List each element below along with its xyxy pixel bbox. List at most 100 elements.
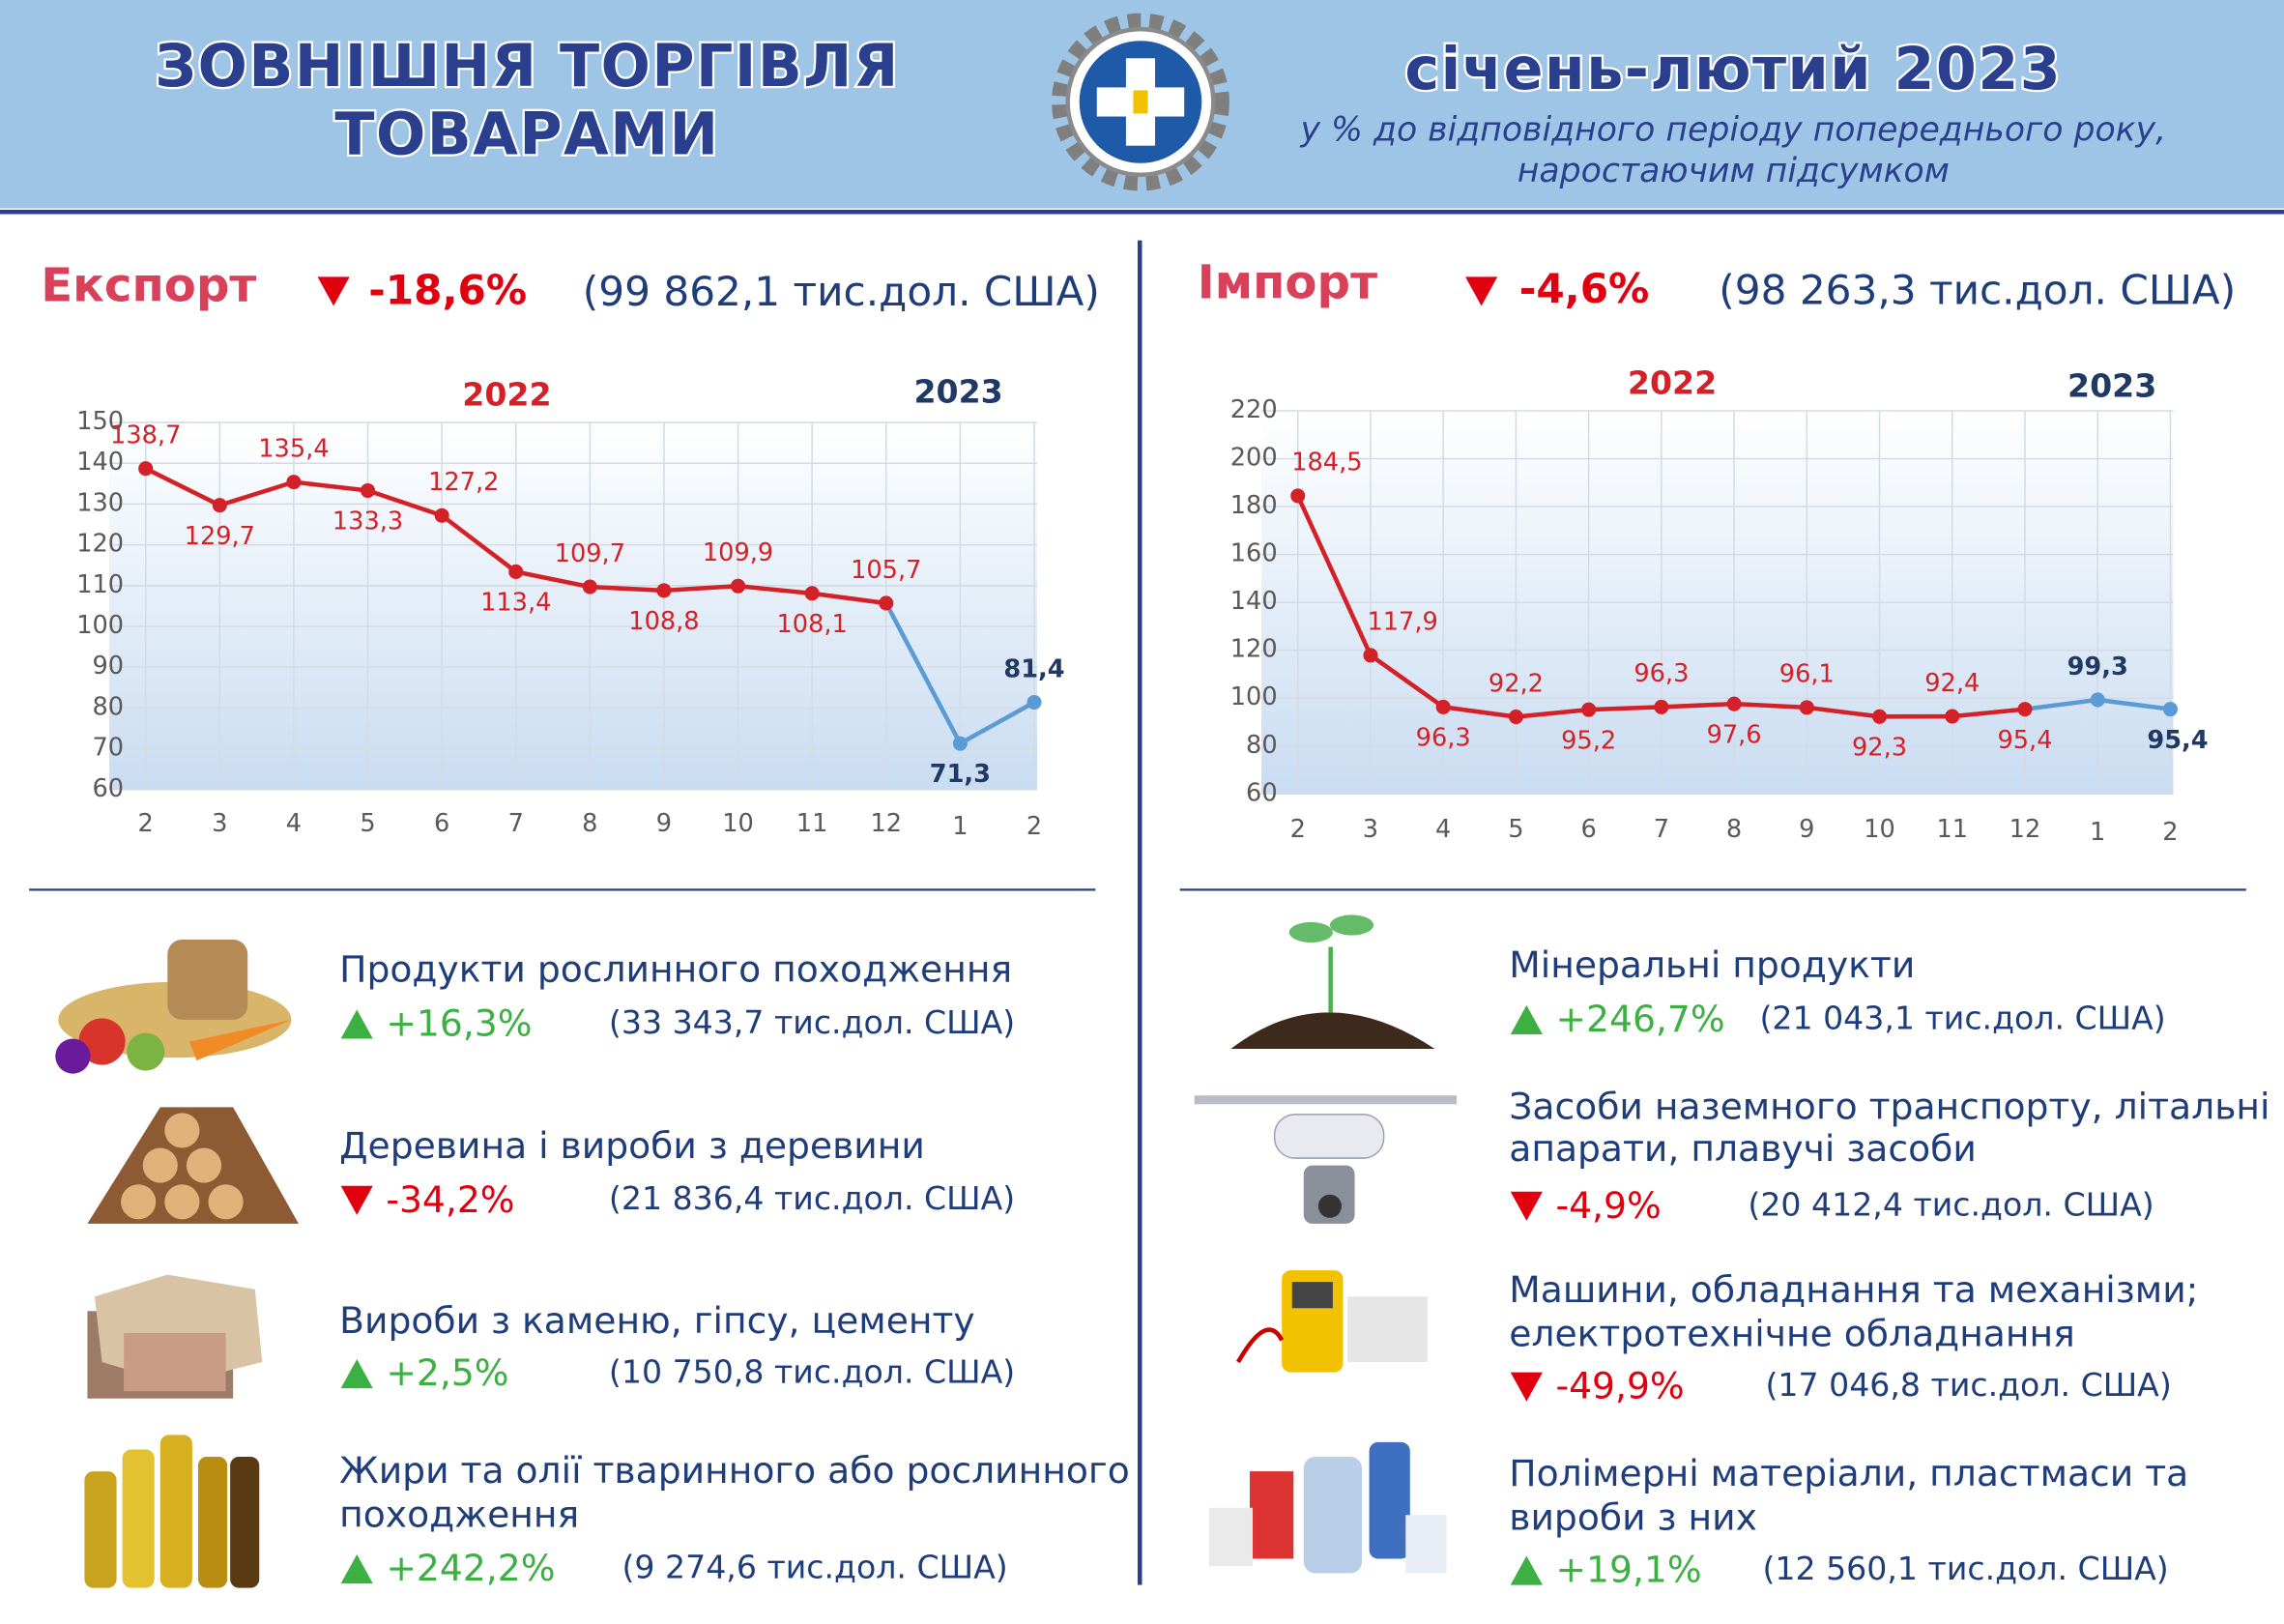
item-amount: (20 412,4 тис.дол. США) (1748, 1185, 2154, 1223)
subtitle-line: у % до відповідного періоду попереднього… (1300, 111, 2167, 150)
x-tick-label: 12 (2009, 815, 2041, 844)
item-amount: (12 560,1 тис.дол. США) (1762, 1550, 2168, 1587)
trend-up (340, 1009, 373, 1039)
period: січень-лютий 2023 (1404, 36, 2062, 103)
data-point (360, 482, 376, 499)
item-change: -34,2% (386, 1178, 514, 1221)
item-change: +19,1% (1555, 1549, 1701, 1591)
x-tick-label: 8 (582, 809, 597, 838)
value-label: 129,7 (185, 522, 255, 551)
item-name: вироби з них (1509, 1495, 1757, 1538)
x-tick-label: 9 (1799, 815, 1814, 844)
data-point (138, 461, 154, 477)
value-label: 105,7 (851, 556, 921, 585)
section-title: Імпорт (1198, 255, 1377, 309)
item-name: Жири та олії тваринного або рослинного (339, 1449, 1130, 1492)
icon-multimeter (1235, 1270, 1428, 1373)
data-point (1654, 699, 1669, 714)
value-label: 109,9 (703, 538, 773, 567)
value-label: 99,3 (2067, 652, 2128, 682)
data-point (1363, 648, 1378, 663)
trend-down (1510, 1372, 1543, 1402)
x-tick-label: 12 (870, 809, 902, 838)
y-tick-label: 120 (1230, 635, 1278, 664)
x-tick-label: 2 (2162, 818, 2178, 847)
item-change: +246,7% (1555, 998, 1724, 1040)
logo (1052, 13, 1229, 191)
value-label: 96,1 (1779, 660, 1835, 689)
year-label: 2023 (913, 372, 1002, 410)
value-label: 113,4 (480, 589, 551, 618)
trend-up (340, 1359, 373, 1389)
subtitle-line: наростаючим підсумком (1518, 152, 1950, 190)
section-amount: (98 263,3 тис.дол. США) (1719, 266, 2236, 313)
data-point (1508, 710, 1523, 725)
y-tick-label: 80 (93, 692, 125, 721)
y-tick-label: 160 (1230, 539, 1278, 568)
trade-item: Продукти рослинного походження +16,3% (33 … (339, 948, 1015, 1045)
item-name: Продукти рослинного походження (339, 948, 1012, 991)
value-label: 109,7 (555, 539, 625, 568)
item-amount: (21 836,4 тис.дол. США) (609, 1179, 1015, 1217)
y-tick-label: 130 (76, 488, 124, 517)
data-point (286, 475, 302, 490)
y-tick-label: 100 (1230, 682, 1278, 711)
section-rule (1179, 888, 2246, 891)
item-name: походження (339, 1493, 579, 1535)
trade-item: Мінеральні продукти +246,7% (21 043,1 тис.… (1509, 943, 2165, 1040)
value-label: 92,2 (1489, 669, 1544, 698)
x-tick-label: 4 (286, 809, 302, 838)
item-name: апарати, плавучі засоби (1509, 1127, 1977, 1170)
trend-up (1510, 1555, 1543, 1585)
value-label: 127,2 (428, 468, 499, 497)
value-label: 71,3 (930, 760, 991, 789)
data-point (1435, 699, 1451, 714)
value-label: 81,4 (1003, 654, 1064, 683)
item-name: Полімерні матеріали, пластмаси та (1509, 1452, 2188, 1494)
x-tick-label: 11 (796, 809, 828, 838)
title-line: ТОВАРАМИ (334, 102, 719, 169)
item-name: Машини, обладнання та механізми; (1509, 1268, 2198, 1311)
y-tick-label: 180 (1230, 491, 1278, 520)
icon-plastics (1208, 1441, 1447, 1574)
item-name: Вироби з каменю, гіпсу, цементу (339, 1299, 975, 1342)
year-label: 2022 (462, 375, 551, 413)
section-title: Експорт (41, 258, 256, 312)
data-point (582, 579, 597, 594)
item-name: електротехнічне обладнання (1509, 1312, 2075, 1354)
icon-soil (1230, 914, 1435, 1050)
section-rule (29, 888, 1096, 891)
trade-item: Жири та олії тваринного або рослинногопо… (339, 1449, 1130, 1589)
y-tick-label: 80 (1246, 731, 1278, 760)
y-tick-label: 120 (76, 530, 124, 559)
icon-cement (87, 1274, 263, 1399)
x-tick-label: 1 (952, 812, 968, 841)
title-line: ЗОВНІШНЯ ТОРГІВЛЯ (155, 33, 899, 101)
trade-item: Полімерні матеріали, пластмаси тавироби … (1509, 1452, 2188, 1590)
value-label: 108,1 (777, 610, 848, 639)
value-label: 96,3 (1633, 659, 1689, 688)
item-amount: (9 274,6 тис.дол. США) (622, 1549, 1008, 1586)
data-point (1581, 702, 1597, 717)
x-tick-label: 4 (1435, 815, 1451, 844)
x-tick-label: 7 (1654, 815, 1669, 844)
x-tick-label: 3 (212, 809, 227, 838)
trade-item: Вироби з каменю, гіпсу, цементу +2,5% (10 … (339, 1299, 1015, 1394)
trade-item: Засоби наземного транспорту, літальніапа… (1509, 1085, 2270, 1226)
data-point (2162, 702, 2178, 717)
data-point (879, 595, 894, 611)
y-tick-label: 100 (76, 611, 124, 640)
item-change: -4,9% (1555, 1184, 1661, 1227)
data-point (1945, 709, 1960, 724)
header-rule (0, 210, 2284, 215)
y-tick-label: 90 (93, 652, 125, 681)
data-point (804, 586, 820, 601)
x-tick-label: 6 (434, 809, 449, 838)
value-label: 95,4 (2147, 726, 2208, 755)
item-amount: (10 750,8 тис.дол. США) (609, 1353, 1015, 1391)
vertical-divider (1137, 240, 1142, 1585)
value-label: 138,7 (110, 421, 181, 450)
